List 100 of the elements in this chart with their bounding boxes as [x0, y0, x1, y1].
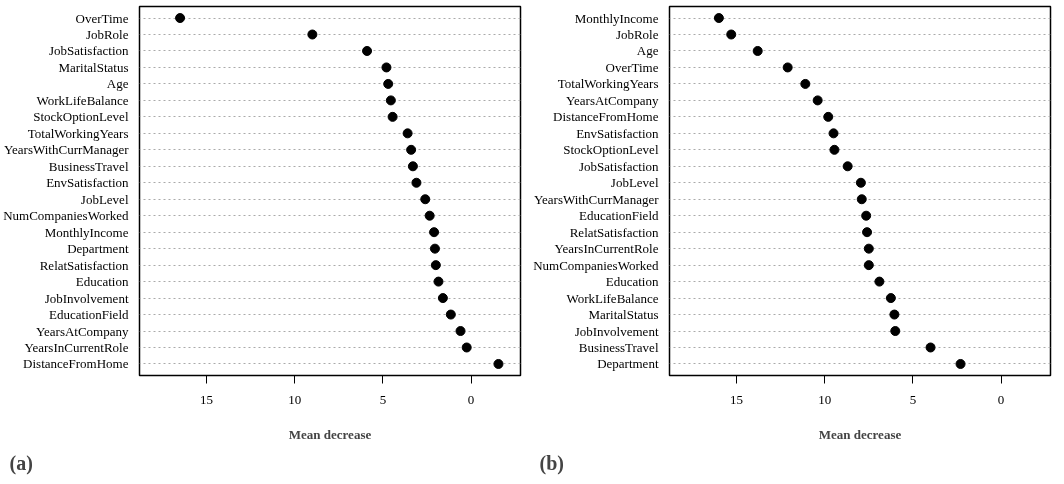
- point: [461, 342, 472, 353]
- point: [855, 177, 866, 188]
- y-tick-label: StockOptionLevel: [563, 142, 659, 158]
- x-axis-title: Mean decrease: [288, 426, 372, 442]
- point: [307, 29, 318, 40]
- y-tick-label: YearsAtCompany: [35, 323, 129, 339]
- x-axis-title: Mean decrease: [818, 426, 902, 442]
- y-tick-label: Age: [636, 43, 659, 59]
- y-tick-label: JobSatisfaction: [49, 43, 129, 59]
- y-tick-label: JobRole: [615, 27, 659, 42]
- point: [362, 45, 373, 56]
- y-tick-label: YearsAtCompany: [565, 92, 659, 108]
- point: [420, 194, 431, 205]
- y-tick-label: EnvSatisfaction: [576, 125, 659, 141]
- point: [823, 111, 834, 122]
- y-tick-label: BusinessTravel: [578, 340, 659, 355]
- y-tick-label: WorkLifeBalance: [36, 92, 129, 108]
- y-tick-label: DistanceFromHome: [23, 356, 129, 372]
- x-tick-label: 10: [288, 391, 302, 407]
- point: [430, 260, 441, 271]
- y-tick-label: MaritalStatus: [58, 59, 129, 75]
- point: [861, 210, 872, 221]
- point: [726, 29, 737, 40]
- y-tick-label: WorkLifeBalance: [566, 290, 659, 306]
- point: [411, 177, 422, 188]
- x-tick-label: 10: [818, 391, 832, 407]
- y-tick-label: DistanceFromHome: [553, 109, 659, 125]
- point: [433, 276, 444, 287]
- point: [889, 309, 900, 320]
- point: [752, 45, 763, 56]
- y-tick-label: EnvSatisfaction: [46, 175, 129, 191]
- point: [175, 13, 186, 24]
- y-tick-label: Education: [605, 274, 659, 290]
- y-tick-label: Education: [75, 274, 129, 290]
- y-tick-label: OverTime: [605, 59, 659, 75]
- point: [383, 78, 394, 89]
- y-tick-label: NumCompaniesWorked: [533, 257, 659, 273]
- point: [407, 161, 418, 172]
- y-tick-label: EducationField: [49, 307, 129, 323]
- point: [856, 194, 867, 205]
- point: [429, 243, 440, 254]
- y-tick-label: Department: [67, 241, 129, 257]
- y-tick-label: NumCompaniesWorked: [3, 208, 129, 224]
- y-tick-label: JobRole: [85, 27, 129, 42]
- x-tick-label: 15: [730, 391, 744, 407]
- point: [713, 13, 724, 24]
- y-tick-label: YearsInCurrentRole: [24, 340, 129, 355]
- y-tick-label: RelatSatisfaction: [39, 257, 129, 273]
- point: [429, 227, 440, 238]
- point: [812, 95, 823, 106]
- point: [402, 128, 413, 139]
- point: [424, 210, 435, 221]
- y-tick-label: BusinessTravel: [48, 158, 129, 174]
- point: [862, 227, 873, 238]
- y-tick-label: JobSatisfaction: [579, 158, 659, 174]
- point: [863, 260, 874, 271]
- y-tick-label: RelatSatisfaction: [569, 224, 659, 240]
- y-tick-label: Age: [106, 76, 129, 92]
- y-tick-label: MaritalStatus: [588, 307, 659, 323]
- point: [890, 326, 901, 337]
- point: [863, 243, 874, 254]
- text: (a): [9, 451, 33, 475]
- y-tick-label: YearsInCurrentRole: [554, 241, 659, 257]
- x-tick-label: 5: [909, 391, 917, 407]
- y-tick-label: JobLevel: [610, 175, 659, 191]
- point: [842, 161, 853, 172]
- y-tick-label: TotalWorkingYears: [557, 76, 659, 92]
- point: [387, 111, 398, 122]
- y-tick-label: StockOptionLevel: [33, 109, 129, 125]
- y-tick-label: OverTime: [75, 10, 129, 26]
- point: [437, 293, 448, 304]
- y-tick-label: Department: [597, 356, 659, 372]
- y-tick-label: JobLevel: [80, 191, 129, 207]
- y-tick-label: YearsWithCurrManager: [3, 142, 130, 158]
- point: [829, 144, 840, 155]
- point: [381, 62, 392, 73]
- y-tick-label: MonthlyIncome: [44, 224, 129, 240]
- x-tick-label: 0: [997, 391, 1005, 407]
- point: [874, 276, 885, 287]
- point: [782, 62, 793, 73]
- y-tick-label: JobInvolvement: [44, 290, 129, 306]
- point: [800, 78, 811, 89]
- y-tick-label: TotalWorkingYears: [27, 125, 129, 141]
- point: [493, 358, 504, 369]
- y-tick-label: JobInvolvement: [574, 323, 659, 339]
- point: [925, 342, 936, 353]
- point: [828, 128, 839, 139]
- x-tick-label: 5: [379, 391, 387, 407]
- point: [885, 293, 896, 304]
- y-tick-label: MonthlyIncome: [574, 10, 659, 26]
- x-tick-label: 15: [200, 391, 214, 407]
- point: [955, 358, 966, 369]
- point: [455, 326, 466, 337]
- x-tick-label: 0: [467, 391, 475, 407]
- point: [385, 95, 396, 106]
- text: (b): [539, 451, 564, 475]
- point: [445, 309, 456, 320]
- y-tick-label: YearsWithCurrManager: [533, 191, 660, 207]
- y-tick-label: EducationField: [579, 208, 659, 224]
- point: [406, 144, 417, 155]
